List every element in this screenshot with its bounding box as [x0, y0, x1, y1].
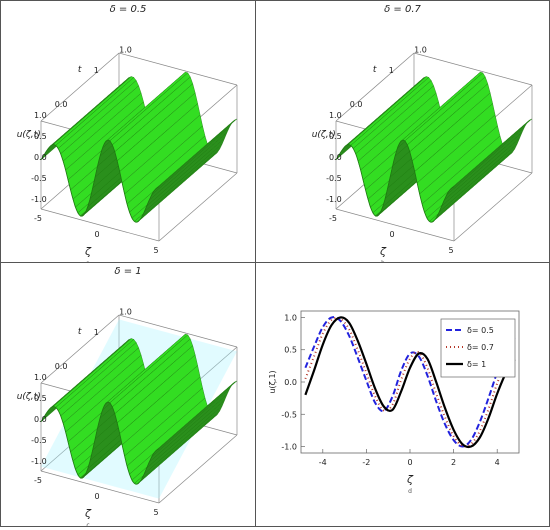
x-tick-label: -2 — [362, 458, 370, 467]
legend-label: δ= 0.7 — [467, 343, 494, 352]
z-tick-label: 1.0 — [329, 111, 342, 120]
z-tick-label: -1.0 — [31, 195, 47, 204]
y-tick-label: -0.5 — [281, 410, 297, 419]
y-tick-label: 0.0 — [350, 100, 363, 109]
z-tick-label: 1.0 — [34, 111, 47, 120]
x-tick-label: 0 — [389, 230, 394, 239]
panel-c: δ = 1 1.0 0.5 0.0 -0.5 -1.0 u(ζ,t) -5 0 5 ζ c 0.0 1 1… — [0, 262, 256, 529]
box-edge — [40, 208, 160, 242]
box-edge — [413, 52, 533, 86]
y-tick-label: 1 — [94, 328, 99, 337]
panel-sublabel: d — [408, 488, 412, 495]
panel-c-title: δ = 1 — [114, 266, 142, 277]
y-tick-label: 0.5 — [284, 346, 297, 355]
z-tick-label: -0.5 — [31, 436, 47, 445]
y-axis-label: t — [78, 327, 82, 337]
z-tick-label: 1.0 — [34, 373, 47, 382]
y-axis-label: t — [373, 65, 377, 75]
box-edge — [40, 314, 120, 384]
surface-front-edge — [40, 401, 160, 485]
z-tick-label: -0.5 — [326, 174, 342, 183]
x-tick-label: 0 — [407, 458, 412, 467]
x-tick-label: -5 — [329, 214, 337, 223]
x-tick-label: 0 — [94, 230, 99, 239]
z-axis-label: u(ζ,t) — [17, 392, 41, 402]
x-axis-label: ζ — [379, 245, 387, 258]
y-axis-label: u(ζ,1) — [268, 370, 277, 393]
box-edge — [335, 52, 415, 122]
box-edge — [118, 52, 238, 86]
y-tick-label: 0.0 — [55, 100, 68, 109]
box-edge — [335, 208, 455, 242]
surface-group — [40, 52, 238, 242]
y-tick-label: 1.0 — [414, 46, 427, 55]
panel-b-title: δ = 0.7 — [384, 4, 421, 15]
x-tick-label: -4 — [319, 458, 327, 467]
surface-group — [335, 52, 533, 242]
z-axis-label: u(ζ,t) — [312, 130, 336, 140]
surface-front-edge — [40, 139, 160, 223]
box-edge — [158, 434, 238, 504]
panel-a-title: δ = 0.5 — [109, 4, 147, 15]
panel-sublabel: c — [86, 522, 89, 526]
surface-plot-a: 1.00.50.0-0.5-1.0u(ζ,t)-505ζa0.011.0t — [17, 46, 238, 267]
z-tick-label: 0.0 — [34, 153, 47, 162]
surface-plot-b: 1.00.50.0-0.5-1.0u(ζ,t)-505ζb0.011.0t — [312, 46, 533, 267]
z-tick-label: 0.5 — [329, 132, 342, 141]
z-tick-label: 0.0 — [34, 415, 47, 424]
z-axis-label: u(ζ,t) — [17, 130, 41, 140]
x-axis-label: ζ — [84, 507, 92, 520]
surface-plot-c: 1.0 0.5 0.0 -0.5 -1.0 u(ζ,t) -5 0 5 ζc 0.0 1 1.0 t — [17, 308, 238, 529]
series-line-3 — [304, 316, 516, 449]
legend-label: δ= 1 — [467, 360, 486, 369]
x-axis-label: ζ — [84, 245, 92, 258]
box-edge — [118, 314, 238, 348]
x-tick-label: 5 — [153, 508, 158, 517]
y-tick-label: 1.0 — [119, 46, 132, 55]
series-line-1 — [304, 316, 516, 448]
legend-box — [440, 318, 516, 378]
legend-label: δ= 0.5 — [467, 326, 494, 335]
y-tick-label: 0.0 — [55, 362, 68, 371]
z-tick-label: -1.0 — [326, 195, 342, 204]
line-plot-d: -4 -2 0 2 4 -1.0 -0.5 0.0 0.5 1.0 ζd u(ζ,1) δ= 0.5 δ=… — [268, 310, 520, 495]
x-tick-label: 0 — [94, 492, 99, 501]
box-edge — [40, 52, 120, 122]
x-tick-label: 5 — [153, 246, 158, 255]
y-tick-label: 1.0 — [119, 308, 132, 317]
y-axis-label: t — [78, 65, 82, 75]
z-tick-label: 0.5 — [34, 394, 47, 403]
y-tick-label: 1 — [389, 66, 394, 75]
y-tick-label: -1.0 — [281, 443, 297, 452]
panel-d: -4 -2 0 2 4 -1.0 -0.5 0.0 0.5 1.0 ζ d u(ζ,1) δ= 0.5 δ=… — [255, 262, 550, 527]
box-edge — [40, 470, 160, 504]
y-tick-label: 1.0 — [284, 313, 297, 322]
x-tick-label: 2 — [451, 458, 456, 467]
surface-front-edge — [335, 139, 455, 223]
z-tick-label: 0.5 — [34, 132, 47, 141]
z-tick-label: -1.0 — [31, 457, 47, 466]
x-tick-label: 5 — [448, 246, 453, 255]
x-tick-label: 4 — [495, 458, 500, 467]
y-tick-label: 0.0 — [284, 378, 297, 387]
z-tick-label: -0.5 — [31, 174, 47, 183]
z-tick-label: 0.0 — [329, 153, 342, 162]
box-edge — [158, 172, 238, 242]
y-tick-label: 1 — [94, 66, 99, 75]
box-edge — [453, 172, 533, 242]
panel-b: δ = 0.7 1.00.50.0-0.5-1.0u(ζ,t)-505ζb0.0… — [255, 0, 550, 267]
surface-group — [40, 314, 238, 504]
x-tick-label: -5 — [34, 214, 42, 223]
x-axis-label: ζ — [406, 473, 414, 486]
panel-a: δ = 0.5 1.00.50.0-0.5-1.0u(ζ,t)-505ζa0.0… — [0, 0, 256, 267]
x-tick-label: -5 — [34, 476, 42, 485]
